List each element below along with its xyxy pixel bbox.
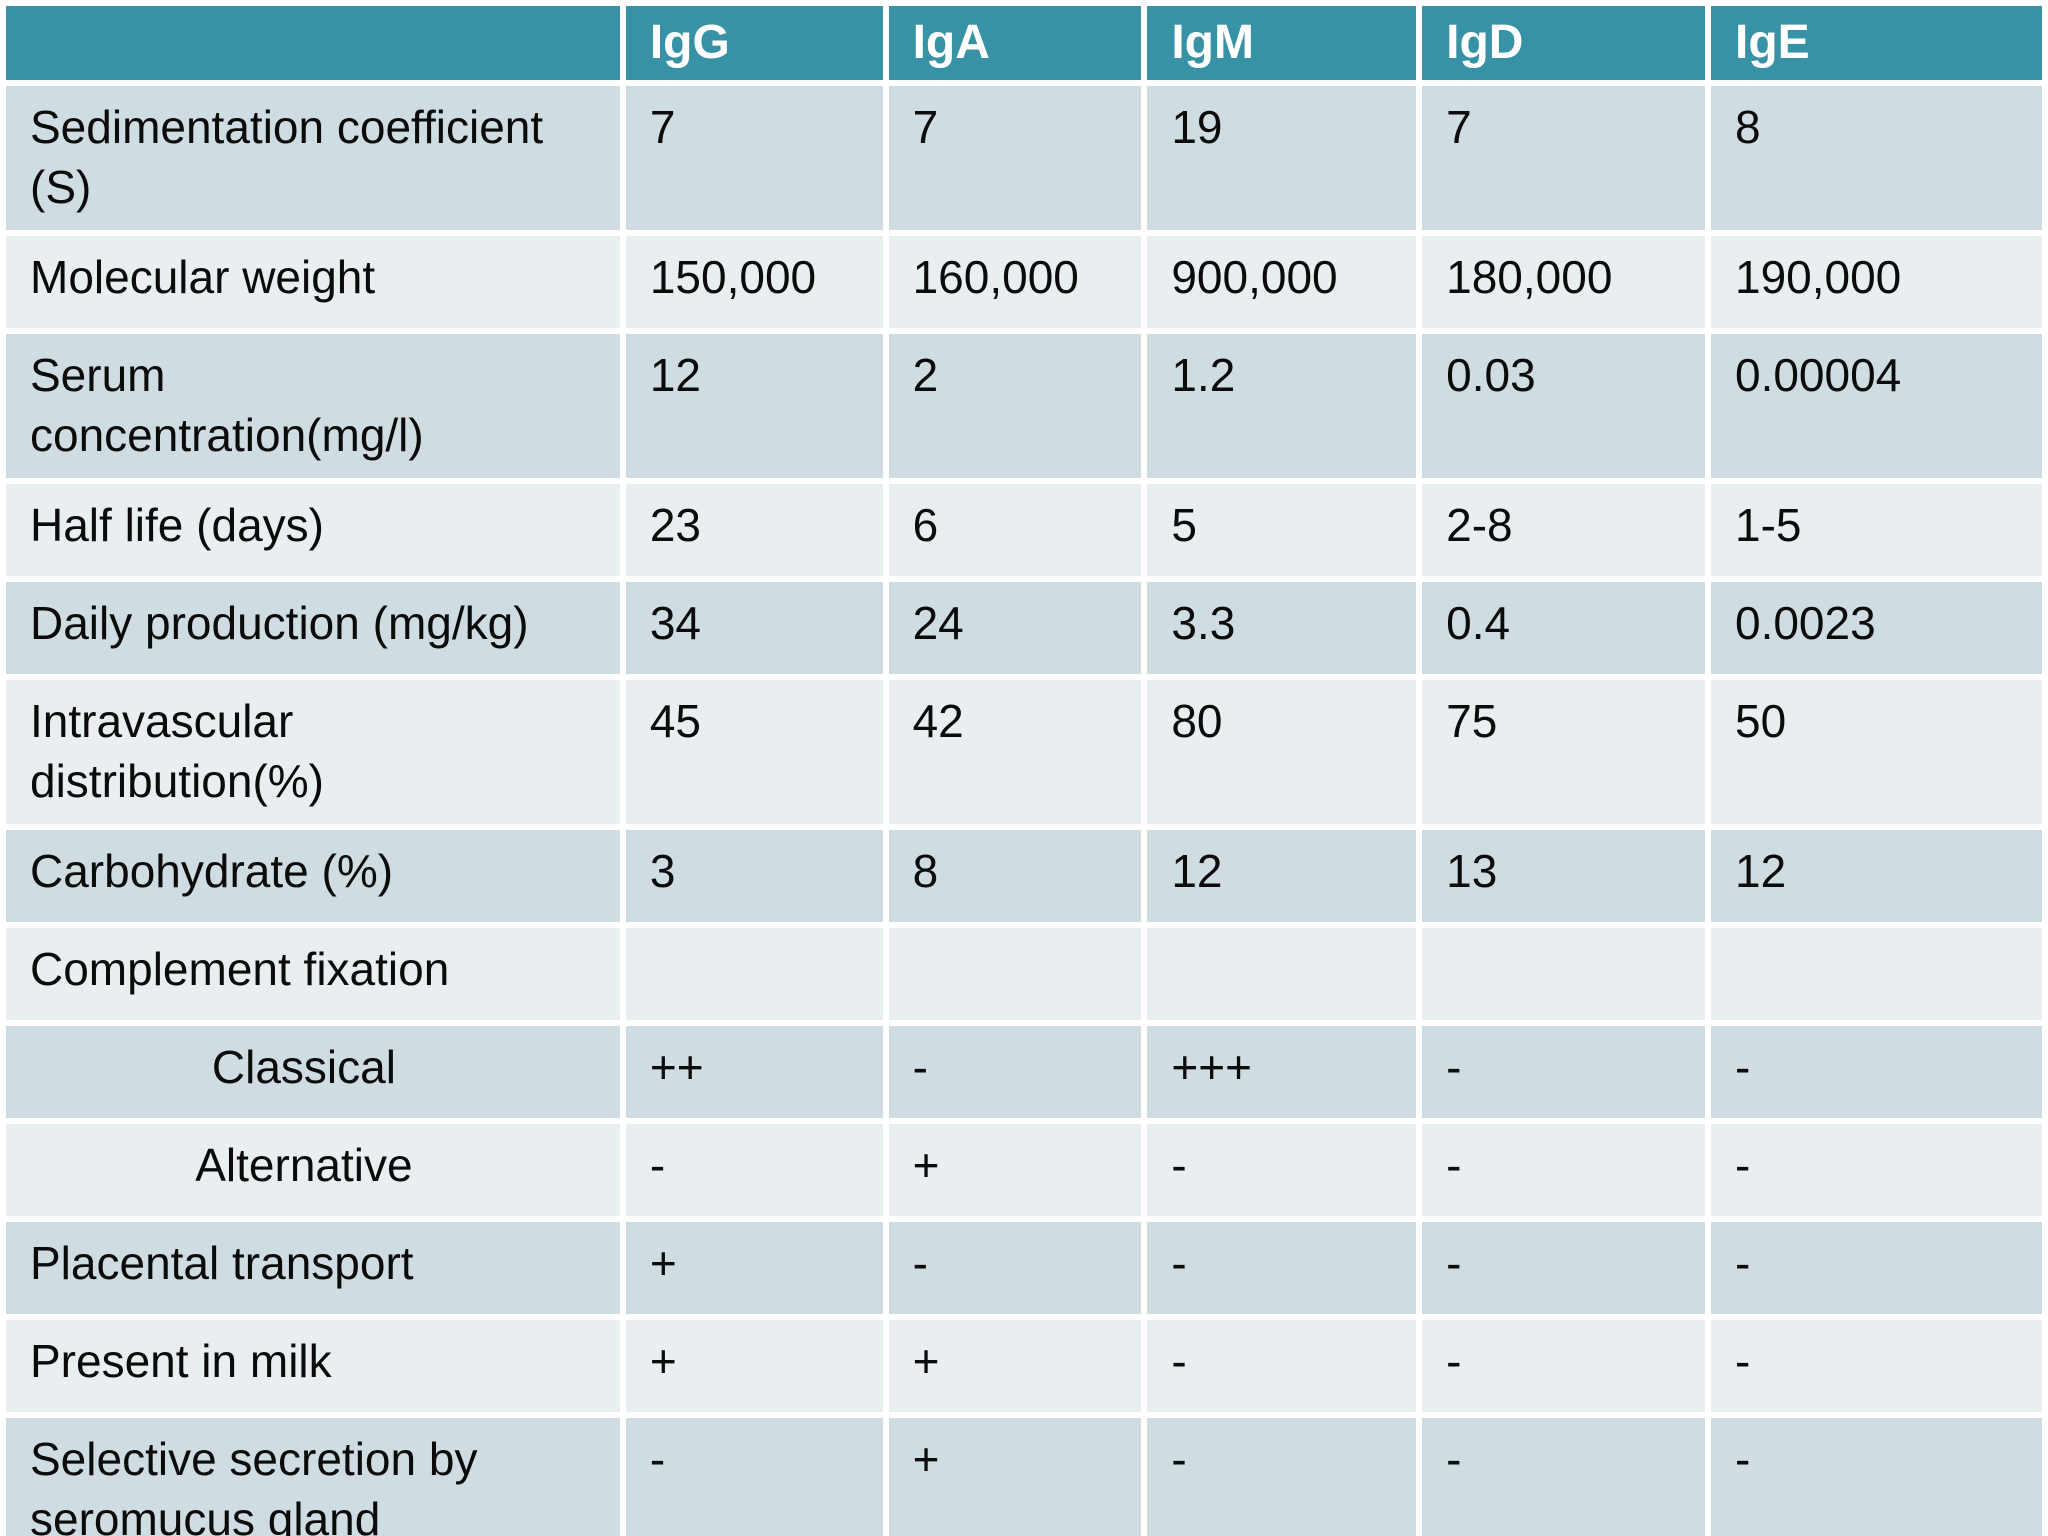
table-header-row: IgG IgA IgM IgD IgE [6,6,2042,80]
table-row-intravascular-distribution: Intravascular distribution(%) 45 42 80 7… [6,680,2042,824]
cell-value: 23 [625,484,883,576]
row-label: Half life (days) [6,484,620,576]
row-label: Alternative [6,1124,620,1216]
cell-value: 80 [1147,680,1417,824]
cell-value: 8 [888,830,1142,922]
cell-value: 7 [625,86,883,230]
cell-value: 42 [888,680,1142,824]
cell-value: - [1422,1222,1705,1314]
cell-value: 2 [888,334,1142,478]
cell-value: 24 [888,582,1142,674]
row-label: Carbohydrate (%) [6,830,620,922]
cell-value: + [888,1124,1142,1216]
cell-value: - [1710,1026,2042,1118]
cell-value: 75 [1422,680,1705,824]
cell-value: - [1710,1222,2042,1314]
table-row-selective-secretion: Selective secretion by seromucus gland -… [6,1418,2042,1536]
row-label: Sedimentation coefficient (S) [6,86,620,230]
row-label: Daily production (mg/kg) [6,582,620,674]
cell-value: - [1710,1418,2042,1536]
cell-value: 150,000 [625,236,883,328]
cell-value: - [1422,1124,1705,1216]
row-label: Serum concentration(mg/l) [6,334,620,478]
cell-value: 5 [1147,484,1417,576]
cell-value: - [1710,1124,2042,1216]
table-row-daily-production: Daily production (mg/kg) 34 24 3.3 0.4 0… [6,582,2042,674]
cell-value [888,928,1142,1020]
cell-value: - [1422,1026,1705,1118]
column-header-iga: IgA [888,6,1142,80]
cell-value: + [888,1418,1142,1536]
cell-value: - [1147,1124,1417,1216]
cell-value: 160,000 [888,236,1142,328]
cell-value: 0.03 [1422,334,1705,478]
table-row-serum-concentration: Serum concentration(mg/l) 12 2 1.2 0.03 … [6,334,2042,478]
cell-value: 900,000 [1147,236,1417,328]
cell-value: - [1147,1222,1417,1314]
row-label: Present in milk [6,1320,620,1412]
table-row-carbohydrate: Carbohydrate (%) 3 8 12 13 12 [6,830,2042,922]
row-label: Molecular weight [6,236,620,328]
cell-value [1710,928,2042,1020]
cell-value: ++ [625,1026,883,1118]
cell-value: 7 [1422,86,1705,230]
column-header-blank [6,6,620,80]
table-row-present-in-milk: Present in milk + + - - - [6,1320,2042,1412]
table-row-classical: Classical ++ - +++ - - [6,1026,2042,1118]
table-row-alternative: Alternative - + - - - [6,1124,2042,1216]
cell-value: 180,000 [1422,236,1705,328]
table-row-sedimentation-coefficient: Sedimentation coefficient (S) 7 7 19 7 8 [6,86,2042,230]
cell-value: 12 [625,334,883,478]
cell-value: + [625,1320,883,1412]
table-row-complement-fixation: Complement fixation [6,928,2042,1020]
cell-value: - [625,1418,883,1536]
cell-value: 1-5 [1710,484,2042,576]
cell-value: 50 [1710,680,2042,824]
row-label: Selective secretion by seromucus gland [6,1418,620,1536]
cell-value: 8 [1710,86,2042,230]
cell-value: + [625,1222,883,1314]
cell-value [625,928,883,1020]
cell-value: 3 [625,830,883,922]
column-header-igm: IgM [1147,6,1417,80]
cell-value: - [625,1124,883,1216]
cell-value: 13 [1422,830,1705,922]
row-label: Intravascular distribution(%) [6,680,620,824]
cell-value: 0.4 [1422,582,1705,674]
cell-value: 2-8 [1422,484,1705,576]
column-header-igg: IgG [625,6,883,80]
row-label: Placental transport [6,1222,620,1314]
row-label: Classical [6,1026,620,1118]
cell-value: - [888,1026,1142,1118]
cell-value: 7 [888,86,1142,230]
cell-value: 1.2 [1147,334,1417,478]
cell-value: 190,000 [1710,236,2042,328]
cell-value: - [1147,1320,1417,1412]
cell-value: +++ [1147,1026,1417,1118]
cell-value: 0.00004 [1710,334,2042,478]
cell-value: - [1422,1320,1705,1412]
cell-value: 45 [625,680,883,824]
cell-value: 19 [1147,86,1417,230]
column-header-igd: IgD [1422,6,1705,80]
cell-value [1147,928,1417,1020]
cell-value: 12 [1147,830,1417,922]
cell-value: - [1422,1418,1705,1536]
cell-value: 6 [888,484,1142,576]
table-row-half-life: Half life (days) 23 6 5 2-8 1-5 [6,484,2042,576]
cell-value: + [888,1320,1142,1412]
cell-value: 3.3 [1147,582,1417,674]
cell-value: 0.0023 [1710,582,2042,674]
cell-value [1422,928,1705,1020]
cell-value: 34 [625,582,883,674]
table-row-molecular-weight: Molecular weight 150,000 160,000 900,000… [6,236,2042,328]
cell-value: 12 [1710,830,2042,922]
table-row-placental-transport: Placental transport + - - - - [6,1222,2042,1314]
row-label: Complement fixation [6,928,620,1020]
cell-value: - [1147,1418,1417,1536]
column-header-ige: IgE [1710,6,2042,80]
cell-value: - [1710,1320,2042,1412]
cell-value: - [888,1222,1142,1314]
